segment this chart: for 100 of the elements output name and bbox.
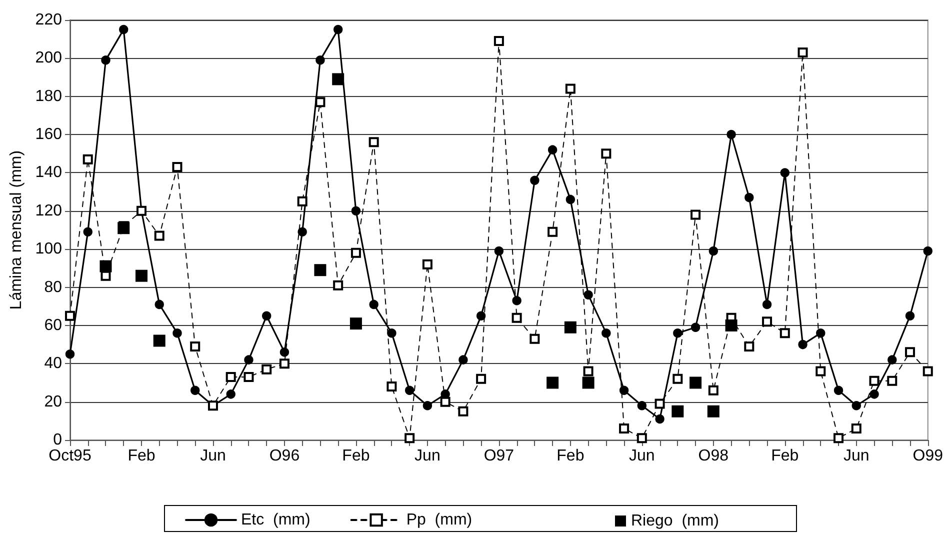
point [690,322,700,332]
point [350,318,362,330]
point [690,210,701,220]
point [905,311,915,321]
point [332,73,344,86]
point [546,376,559,389]
point [798,47,808,58]
point [762,316,772,327]
point [905,347,916,358]
point [744,341,754,352]
point [422,259,432,270]
y-tick-label: 0 [53,432,62,448]
point [565,84,576,94]
y-tick-label: 40 [44,355,62,372]
point [673,328,682,338]
point [887,376,898,386]
point [762,300,772,310]
point [690,376,702,389]
x-tick-label: Feb [556,448,584,464]
point [780,168,790,178]
point [707,405,720,418]
point [869,376,880,386]
x-tick-label: Feb [342,448,370,464]
point [816,366,826,376]
point [65,349,75,359]
point [298,227,307,237]
point [708,246,718,256]
point [315,97,326,108]
point [351,206,361,216]
legend-label: Etc (mm) [241,512,310,528]
point [314,264,326,276]
y-tick-label: 200 [35,50,62,67]
y-tick-label: 180 [35,88,62,105]
point [564,321,576,334]
point [512,296,522,306]
x-tick-label: O96 [269,448,300,464]
point [297,196,308,206]
point [135,270,148,282]
point [708,385,718,396]
point [798,340,808,350]
point [636,433,647,444]
point [226,390,236,399]
point [404,386,414,395]
point [333,280,344,290]
point [780,328,790,338]
point [65,310,75,321]
point [834,433,844,444]
point [172,162,182,172]
point [244,372,254,382]
point [172,328,182,338]
x-tick-label: Feb [128,448,156,464]
point [816,328,826,338]
point [440,396,450,407]
x-tick-label: Oct95 [48,448,92,464]
point [725,319,738,332]
x-tick-label: Jun [200,448,226,464]
point [530,334,540,344]
point [584,290,593,300]
y-tick-label: 20 [44,393,62,410]
point [118,222,130,234]
point [637,401,647,410]
point [190,386,200,395]
point [619,386,629,395]
legend-label: Riego (mm) [631,512,720,530]
point [834,386,844,395]
point [494,36,504,46]
y-tick-label: 120 [35,202,62,220]
point [548,226,558,237]
x-tick-label: Jun [629,448,655,464]
point [154,300,164,310]
point [83,227,92,237]
point [279,358,290,369]
point [548,145,558,154]
point [851,424,862,434]
y-tick-label: 220 [35,12,62,28]
point [530,176,540,185]
point [101,55,110,65]
x-tick-label: Jun [414,448,440,464]
point [404,433,415,444]
y-tick-label: 140 [35,164,62,182]
point [280,348,290,357]
point [672,405,684,418]
point [923,246,932,256]
point [458,406,468,416]
point [601,148,612,159]
x-tick-label: O97 [484,448,514,464]
point [190,341,200,352]
point [262,364,272,374]
point [333,24,343,34]
y-axis-title: Lámina mensual (mm) [8,150,25,310]
point [726,130,736,140]
point [350,248,361,258]
point [226,372,236,382]
point [619,424,630,434]
point [582,376,594,389]
point [119,24,128,34]
point [888,355,897,364]
point [852,401,861,410]
point [100,260,112,272]
y-tick-label: 80 [44,278,62,296]
